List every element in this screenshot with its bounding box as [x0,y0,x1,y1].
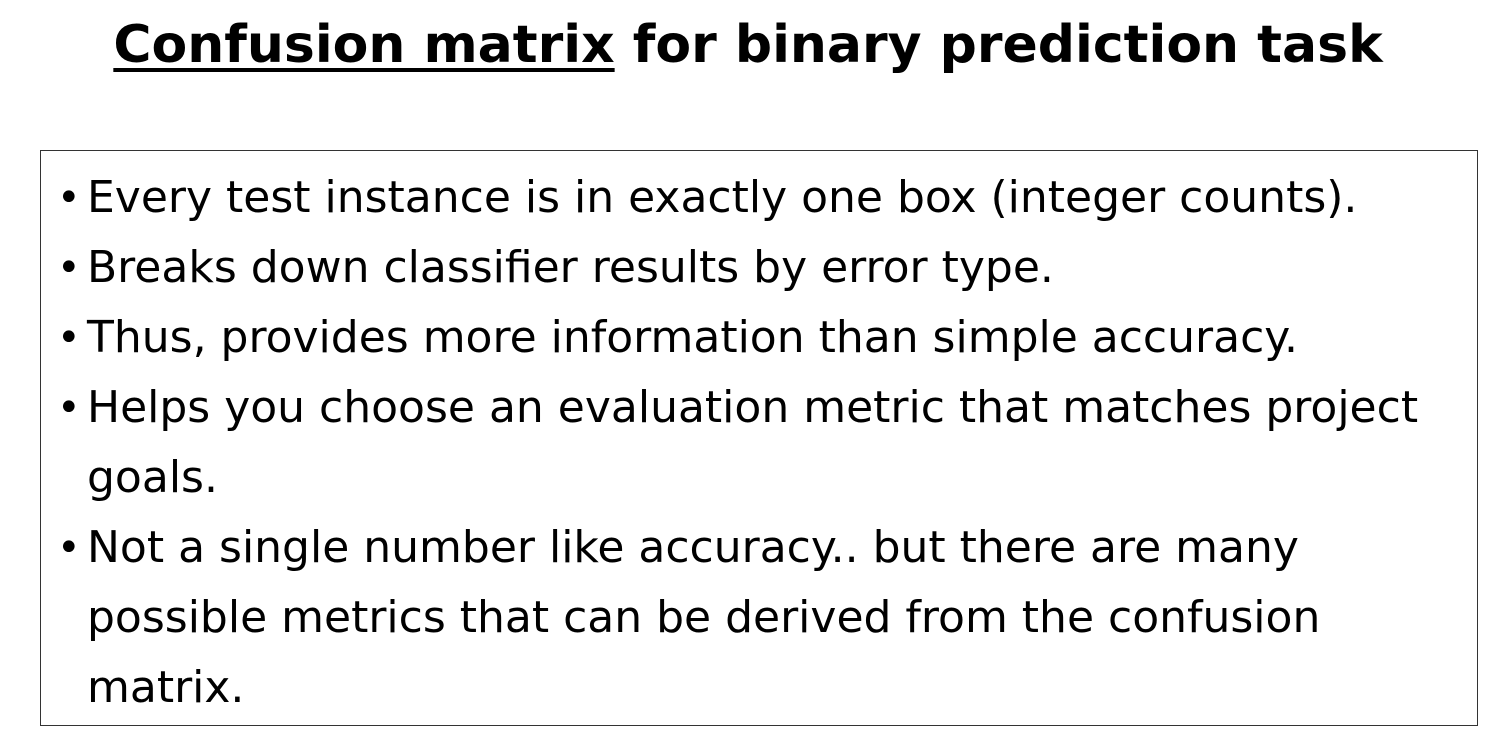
content-box: • Every test instance is in exactly one … [40,150,1478,726]
bullet-text: Not a single number like accuracy.. but … [87,522,1321,713]
bullet-item: • Every test instance is in exactly one … [57,163,1467,233]
bullet-item: • Breaks down classifier results by erro… [57,233,1467,303]
bullet-dot-icon: • [57,385,81,431]
bullet-dot-icon: • [57,315,81,361]
bullet-text: Every test instance is in exactly one bo… [87,172,1358,223]
bullet-dot-icon: • [57,175,81,221]
page-title: Confusion matrix for binary prediction t… [0,12,1496,78]
title-rest-text: for binary prediction task [614,15,1383,75]
bullet-dot-icon: • [57,525,81,571]
bullet-item: • Not a single number like accuracy.. bu… [57,513,1467,723]
bullet-item: • Thus, provides more information than s… [57,303,1467,373]
title-underlined-text: Confusion matrix [113,15,615,75]
bullet-text: Breaks down classifier results by error … [87,242,1054,293]
bullet-item: • Helps you choose an evaluation metric … [57,373,1467,513]
bullet-text: Thus, provides more information than sim… [87,312,1299,363]
bullet-text: Helps you choose an evaluation metric th… [87,382,1419,503]
bullet-dot-icon: • [57,245,81,291]
bullet-list: • Every test instance is in exactly one … [57,163,1467,723]
